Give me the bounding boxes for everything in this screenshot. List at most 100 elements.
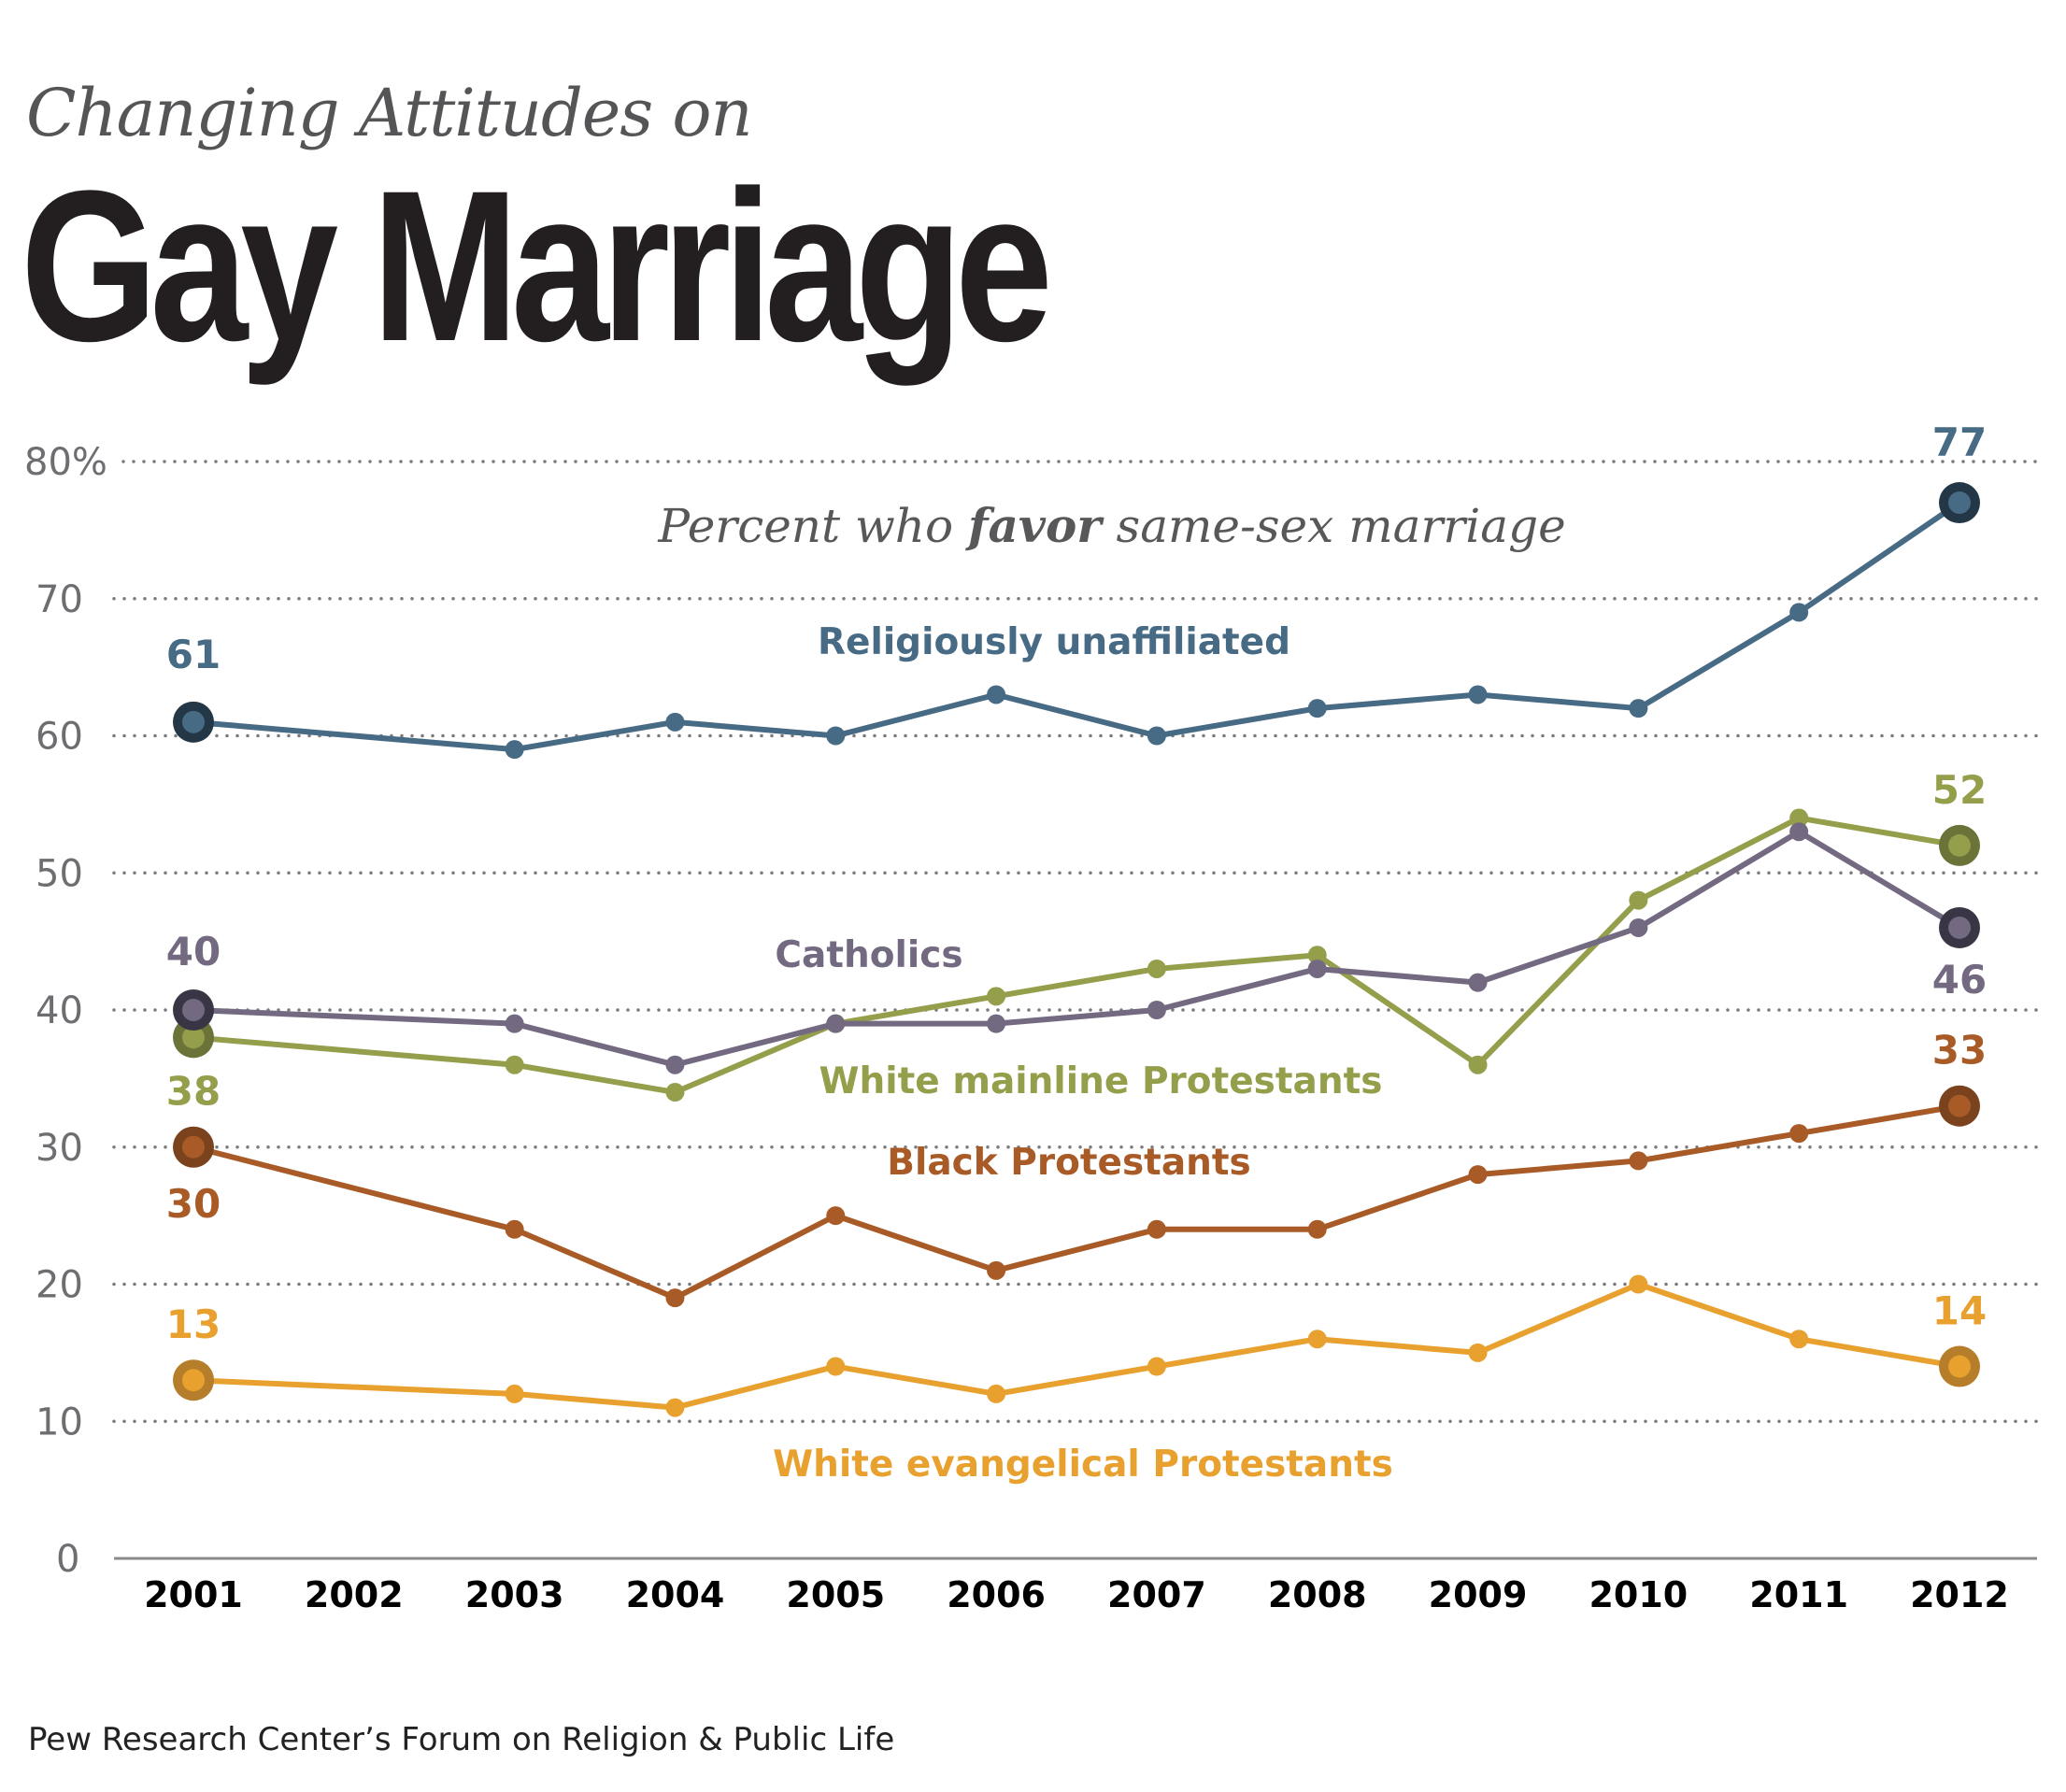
chart-subtitle: Percent who favor same-sex marriage — [657, 498, 1565, 553]
series-label-evangelical: White evangelical Protestants — [773, 1444, 1393, 1486]
series-catholics — [173, 822, 1980, 1074]
series-black-protestants — [173, 1085, 1980, 1308]
endpoint-marker-inner — [1948, 1094, 1971, 1117]
data-point — [1629, 917, 1648, 937]
data-point — [1147, 959, 1166, 978]
data-point — [1789, 1330, 1809, 1349]
data-point — [987, 1260, 1006, 1280]
x-tick-label: 2002 — [305, 1574, 404, 1615]
x-tick-label: 2006 — [947, 1574, 1046, 1615]
data-point — [1629, 890, 1648, 910]
data-point — [505, 1384, 524, 1403]
endpoint-marker-inner — [182, 1369, 205, 1392]
endpoint-marker-inner — [182, 1026, 205, 1049]
data-point — [665, 1055, 685, 1074]
x-tick-label: 2010 — [1589, 1574, 1688, 1615]
end-value-label: 14 — [1932, 1288, 1987, 1334]
y-axis-ticks: 0 10 20 30 40 50 60 70 80% — [24, 441, 107, 1581]
data-point — [987, 685, 1006, 704]
start-value-label: 38 — [166, 1068, 221, 1114]
data-point — [1789, 603, 1809, 622]
x-tick-label: 2005 — [786, 1574, 885, 1615]
data-point — [665, 1083, 685, 1102]
end-value-label: 52 — [1932, 767, 1987, 813]
series-label-mainline: White mainline Protestants — [819, 1060, 1383, 1102]
data-point — [1629, 1151, 1648, 1171]
series-white-evangelical-protestants — [173, 1274, 1980, 1417]
data-point — [505, 1219, 524, 1239]
y-tick-label: 50 — [36, 852, 83, 895]
series-line — [192, 1102, 1960, 1301]
series-line — [192, 1281, 1960, 1411]
data-point — [987, 1014, 1006, 1033]
x-axis-ticks: 2001 2002 2003 2004 2005 2006 2007 2008 2009 2010… — [144, 1574, 2009, 1615]
data-point — [1307, 1219, 1327, 1239]
data-point — [1468, 1343, 1488, 1362]
value-labels: 61 77 40 46 38 52 30 33 13 14 — [166, 420, 1987, 1347]
data-point — [505, 740, 524, 760]
start-value-label: 61 — [166, 632, 221, 677]
data-point — [826, 1357, 846, 1376]
y-tick-label: 80% — [24, 441, 107, 484]
data-point — [665, 1288, 685, 1308]
end-value-label: 46 — [1932, 957, 1987, 1003]
endpoint-marker-inner — [1948, 491, 1971, 515]
data-point — [1468, 973, 1488, 992]
series-line — [192, 815, 1960, 1096]
start-value-label: 13 — [166, 1301, 221, 1347]
endpoint-marker-inner — [182, 1135, 205, 1159]
endpoint-marker-inner — [1948, 833, 1971, 857]
subtitle-emphasis: favor — [965, 498, 1104, 553]
data-point — [1468, 1165, 1488, 1185]
data-point — [1307, 1330, 1327, 1349]
data-point — [1147, 726, 1166, 746]
y-tick-label: 0 — [56, 1538, 79, 1581]
x-tick-label: 2011 — [1749, 1574, 1848, 1615]
endpoint-marker-inner — [1948, 1355, 1971, 1378]
gridlines — [112, 460, 2039, 1423]
y-tick-label: 20 — [36, 1264, 83, 1307]
data-point — [665, 1398, 685, 1417]
data-point — [1307, 959, 1327, 978]
data-point — [987, 987, 1006, 1006]
data-point — [1307, 699, 1327, 718]
source-note: Pew Research Center’s Forum on Religion … — [28, 1721, 895, 1758]
series-lines — [173, 482, 1980, 1417]
data-point — [1147, 1001, 1166, 1019]
data-point — [1147, 1219, 1166, 1239]
end-value-label: 77 — [1932, 420, 1987, 465]
x-tick-label: 2004 — [626, 1574, 725, 1615]
x-tick-label: 2009 — [1429, 1574, 1528, 1615]
data-point — [1629, 699, 1648, 718]
x-tick-label: 2003 — [465, 1574, 564, 1615]
data-point — [1307, 946, 1327, 965]
data-point — [665, 712, 685, 732]
start-value-label: 30 — [166, 1181, 221, 1227]
endpoint-marker-inner — [1948, 916, 1971, 939]
data-point — [826, 1206, 846, 1226]
end-value-label: 33 — [1932, 1028, 1987, 1074]
data-point — [1468, 1055, 1488, 1074]
endpoint-marker-inner — [182, 999, 205, 1021]
x-tick-label: 2007 — [1107, 1574, 1206, 1615]
data-point — [1147, 1357, 1166, 1376]
data-point — [505, 1055, 524, 1074]
series-white-mainline-protestants — [173, 808, 1980, 1102]
series-label-catholics: Catholics — [775, 934, 962, 976]
series-label-black: Black Protestants — [887, 1142, 1251, 1184]
data-point — [1789, 1124, 1809, 1144]
data-point — [1629, 1274, 1648, 1294]
data-point — [1468, 685, 1488, 704]
data-point — [826, 1014, 846, 1033]
data-point — [826, 726, 846, 746]
y-tick-label: 60 — [36, 716, 83, 759]
series-label-unaffiliated: Religiously unaffiliated — [818, 621, 1290, 663]
data-point — [1789, 808, 1809, 828]
series-line — [192, 829, 1961, 1068]
series-religiously-unaffiliated — [173, 482, 1980, 760]
chart-kicker: Changing Attitudes on — [26, 75, 753, 151]
data-point — [1789, 822, 1809, 842]
y-tick-label: 30 — [36, 1127, 83, 1170]
x-tick-label: 2008 — [1268, 1574, 1367, 1615]
